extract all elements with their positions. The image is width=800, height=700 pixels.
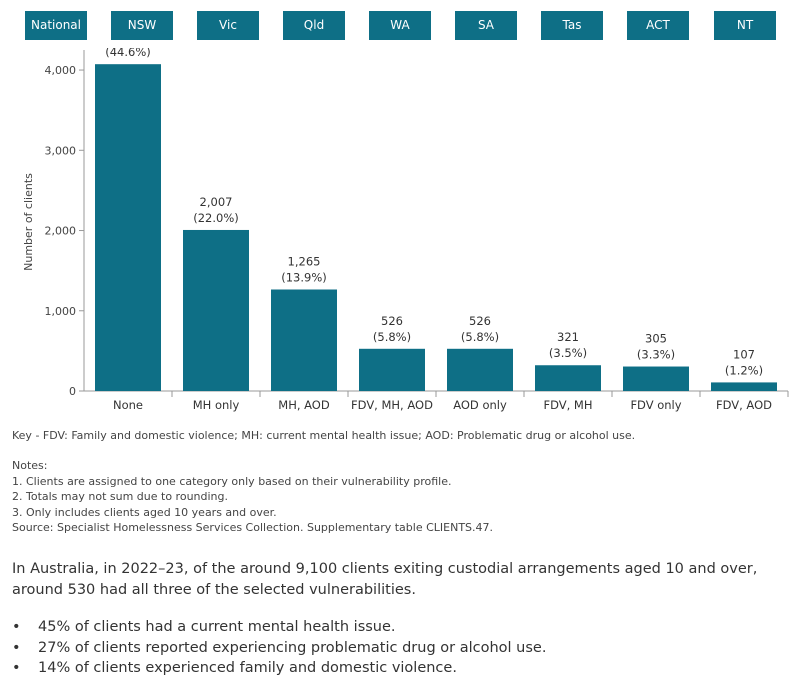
bar	[95, 64, 161, 391]
tab-sa[interactable]: SA	[455, 11, 517, 40]
y-tick-label: 0	[69, 385, 76, 398]
tab-nsw[interactable]: NSW	[111, 11, 173, 40]
summary-bullets: 45% of clients had a current mental heal…	[12, 617, 546, 679]
data-label: 526	[381, 314, 403, 328]
data-label-percent: (3.3%)	[637, 348, 675, 362]
data-label: 2,007	[200, 195, 233, 209]
note-3: 3. Only includes clients aged 10 years a…	[12, 505, 277, 519]
bullet-item: 14% of clients experienced family and do…	[12, 658, 546, 679]
tab-vic[interactable]: Vic	[197, 11, 259, 40]
bar	[271, 289, 337, 391]
x-tick-label: FDV, MH	[543, 398, 592, 412]
data-label-percent: (22.0%)	[193, 211, 239, 225]
bar	[359, 348, 425, 391]
note-1: 1. Clients are assigned to one category …	[12, 474, 452, 488]
tab-qld[interactable]: Qld	[283, 11, 345, 40]
x-tick-label: FDV only	[630, 398, 681, 412]
data-label: 321	[557, 330, 579, 344]
summary-paragraph: In Australia, in 2022–23, of the around …	[12, 561, 758, 598]
tab-wa[interactable]: WA	[369, 11, 431, 40]
bar	[183, 229, 249, 391]
data-label: 1,265	[288, 254, 321, 268]
jurisdiction-tabs: National NSW Vic Qld WA SA Tas ACT NT	[25, 11, 777, 40]
bar	[535, 365, 601, 391]
data-label: 305	[645, 332, 667, 346]
y-axis-label: Number of clients	[22, 173, 35, 271]
bullet-item: 45% of clients had a current mental heal…	[12, 617, 546, 638]
y-tick-label: 3,000	[45, 144, 77, 157]
bar	[711, 382, 777, 391]
tab-nt[interactable]: NT	[714, 11, 776, 40]
y-tick-label: 4,000	[45, 64, 77, 77]
data-label-percent: (5.8%)	[373, 330, 411, 344]
data-label-percent: (3.5%)	[549, 346, 587, 360]
tab-act[interactable]: ACT	[627, 11, 689, 40]
bar	[447, 348, 513, 391]
x-tick-label: MH, AOD	[278, 398, 330, 412]
source-note: Source: Specialist Homelessness Services…	[12, 521, 494, 534]
y-tick-label: 2,000	[45, 225, 77, 238]
note-2: 2. Totals may not sum due to rounding.	[12, 490, 228, 503]
tab-tas[interactable]: Tas	[541, 11, 603, 40]
x-tick-label: None	[113, 398, 143, 412]
chart-key: Key - FDV: Family and domestic violence;…	[12, 429, 636, 442]
x-tick-label: FDV, AOD	[716, 398, 772, 412]
data-label-percent: (5.8%)	[461, 330, 499, 344]
data-label-percent: (44.6%)	[105, 48, 151, 59]
data-label-percent: (13.9%)	[281, 270, 327, 284]
bar	[623, 366, 689, 391]
tab-national[interactable]: National	[25, 11, 87, 40]
chart-notes: Notes: 1. Clients are assigned to one ca…	[12, 458, 493, 536]
bullet-item: 27% of clients reported experiencing pro…	[12, 638, 546, 659]
data-label-percent: (1.2%)	[725, 363, 763, 377]
notes-heading: Notes:	[12, 459, 48, 472]
y-tick-label: 1,000	[45, 305, 77, 318]
x-tick-label: MH only	[193, 398, 240, 412]
x-tick-label: FDV, MH, AOD	[351, 398, 433, 412]
x-tick-label: AOD only	[453, 398, 507, 412]
data-label: 107	[733, 347, 755, 361]
data-label: 526	[469, 314, 491, 328]
